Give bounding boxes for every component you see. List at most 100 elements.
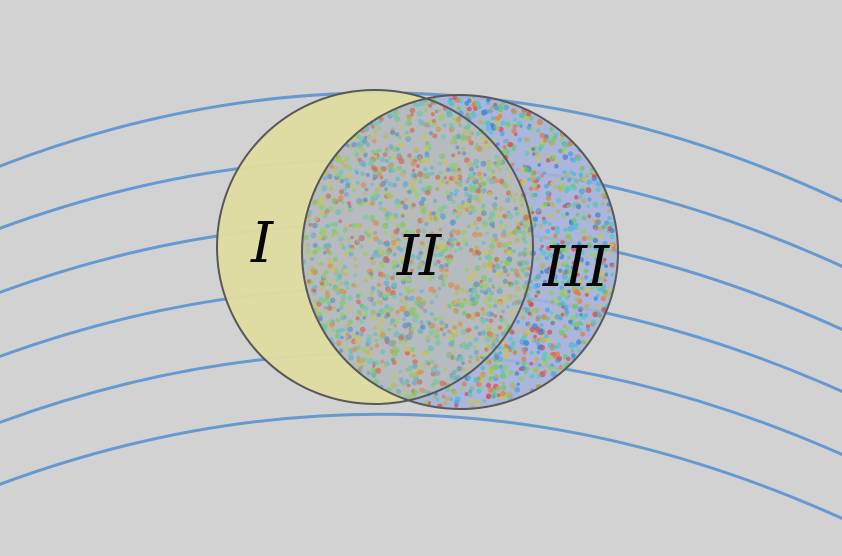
particle-dot	[473, 158, 480, 165]
particle-dot	[364, 312, 369, 317]
particle-dot	[460, 386, 465, 391]
particle-dot	[601, 284, 607, 290]
particle-dot	[469, 314, 476, 321]
particle-dot	[562, 154, 569, 161]
particle-dot	[471, 103, 476, 108]
particle-dot	[432, 289, 437, 294]
particle-dot	[390, 318, 396, 324]
particle-dot	[376, 126, 381, 131]
particle-dot	[458, 302, 465, 309]
particle-dot	[503, 318, 508, 324]
particle-dot	[429, 231, 435, 237]
particle-dot	[506, 273, 510, 277]
particle-dot	[539, 238, 543, 243]
particle-dot	[498, 206, 504, 212]
particle-dot	[376, 312, 382, 318]
particle-dot	[486, 393, 492, 399]
particle-dot	[365, 172, 370, 178]
particle-dot	[400, 124, 406, 130]
particle-dot	[518, 112, 525, 119]
particle-dot	[472, 185, 478, 191]
particle-dot	[404, 246, 410, 252]
particle-dot	[533, 193, 538, 197]
particle-dot	[535, 128, 541, 133]
particle-dot	[395, 223, 401, 230]
particle-dot	[336, 340, 342, 346]
particle-dot	[458, 355, 465, 362]
particle-dot	[365, 349, 371, 356]
particle-dot	[449, 191, 454, 196]
particle-dot	[514, 280, 519, 286]
particle-dot	[379, 176, 384, 180]
particle-dot	[552, 184, 557, 189]
particle-dot	[560, 176, 565, 181]
particle-dot	[383, 280, 390, 287]
particle-dot	[554, 314, 561, 320]
particle-dot	[427, 245, 432, 250]
particle-dot	[550, 320, 555, 326]
particle-dot	[560, 280, 566, 286]
particle-dot	[427, 277, 432, 282]
particle-dot	[498, 345, 502, 350]
particle-dot	[527, 177, 532, 182]
particle-dot	[451, 153, 456, 158]
particle-dot	[409, 307, 417, 314]
particle-dot	[415, 163, 421, 168]
particle-dot	[461, 151, 467, 156]
particle-dot	[603, 247, 608, 252]
particle-dot	[419, 121, 425, 126]
particle-dot	[571, 353, 576, 358]
particle-dot	[406, 383, 411, 388]
particle-dot	[549, 140, 556, 147]
particle-dot	[514, 386, 521, 393]
particle-dot	[549, 246, 554, 251]
particle-dot	[488, 368, 495, 375]
particle-dot	[574, 343, 579, 348]
particle-dot	[550, 299, 555, 304]
particle-dot	[385, 159, 389, 164]
particle-dot	[480, 307, 485, 312]
particle-dot	[473, 336, 479, 343]
particle-dot	[468, 359, 472, 364]
particle-dot	[595, 212, 601, 218]
particle-dot	[434, 210, 440, 216]
particle-dot	[378, 201, 383, 206]
particle-dot	[452, 116, 456, 121]
particle-dot	[335, 172, 342, 178]
particle-dot	[473, 377, 480, 384]
particle-dot	[562, 271, 567, 276]
particle-dot	[306, 279, 311, 284]
particle-dot	[516, 225, 520, 230]
particle-dot	[587, 213, 592, 218]
particle-dot	[523, 116, 528, 121]
particle-dot	[439, 212, 446, 219]
particle-dot	[473, 221, 478, 226]
particle-dot	[574, 296, 580, 302]
particle-dot	[448, 127, 454, 133]
particle-dot	[584, 288, 590, 294]
particle-dot	[520, 179, 527, 186]
particle-dot	[404, 296, 410, 301]
particle-dot	[558, 291, 565, 297]
particle-dot	[463, 186, 469, 192]
particle-dot	[431, 119, 437, 124]
particle-dot	[507, 141, 513, 148]
particle-dot	[356, 309, 362, 315]
particle-dot	[550, 343, 555, 348]
particle-dot	[439, 320, 444, 326]
particle-dot	[572, 303, 578, 310]
particle-dot	[507, 213, 514, 220]
particle-dot	[437, 274, 444, 281]
particle-dot	[552, 252, 558, 258]
particle-dot	[388, 144, 394, 150]
particle-dot	[482, 283, 489, 290]
particle-dot	[426, 218, 431, 223]
particle-dot	[485, 382, 492, 388]
particle-dot	[545, 337, 552, 343]
particle-dot	[544, 190, 551, 197]
particle-dot	[362, 305, 369, 312]
particle-dot	[436, 186, 441, 191]
particle-dot	[419, 289, 424, 294]
particle-dot	[517, 252, 522, 257]
particle-dot	[476, 188, 481, 194]
